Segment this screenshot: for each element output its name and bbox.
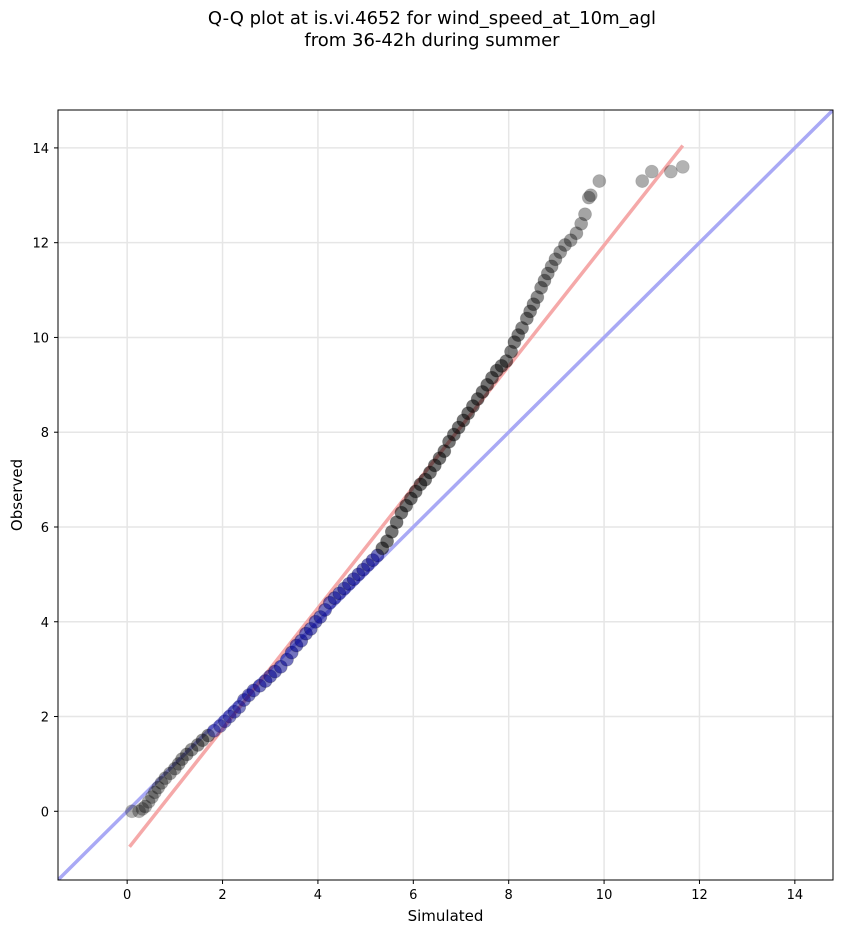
quantile-point	[141, 794, 156, 809]
quantile-point	[171, 757, 186, 771]
quantile-point	[635, 174, 650, 188]
quantile-point	[167, 761, 182, 776]
quantile-point	[578, 207, 592, 222]
x-tick-label: 0	[123, 888, 131, 903]
quantile-point	[534, 280, 549, 295]
quantile-point	[558, 238, 572, 252]
quantile-point	[218, 714, 232, 729]
x-tick-label: 2	[218, 888, 226, 903]
quantile-point	[507, 335, 522, 350]
quantile-point	[544, 259, 559, 274]
quantile-point	[553, 245, 568, 260]
quantile-point	[523, 304, 538, 319]
quantile-point	[548, 252, 563, 267]
quantile-point	[138, 799, 153, 814]
quantile-point	[526, 297, 541, 312]
chart-title: Q-Q plot at is.vi.4652 for wind_speed_at…	[0, 8, 842, 52]
quantile-point	[644, 164, 659, 179]
quantile-point	[574, 216, 589, 231]
y-axis-label: Observed	[8, 459, 26, 531]
quantile-point	[145, 790, 159, 804]
x-tick-label: 12	[691, 888, 708, 903]
y-tick-label: 4	[41, 616, 49, 631]
x-tick-label: 14	[787, 888, 804, 903]
quantile-point	[511, 328, 526, 342]
y-tick-label: 14	[32, 142, 49, 157]
quantile-point	[135, 802, 150, 816]
y-tick-label: 0	[41, 805, 49, 820]
quantile-point	[213, 719, 228, 733]
quantile-point	[222, 709, 237, 724]
quantile-point	[583, 188, 598, 203]
quantile-point	[132, 804, 146, 819]
plot-frame	[57, 109, 834, 881]
quantile-point	[179, 747, 194, 762]
quantile-point	[175, 752, 189, 767]
quantile-point	[147, 785, 162, 800]
y-tick-label: 2	[41, 711, 49, 726]
chart-title-line-1: Q-Q plot at is.vi.4652 for wind_speed_at…	[207, 8, 657, 29]
quantile-point	[563, 233, 578, 248]
quantile-point	[151, 780, 166, 795]
x-tick-label: 6	[409, 888, 417, 903]
x-tick-label: 8	[505, 888, 513, 903]
x-axis-label: Simulated	[408, 907, 484, 925]
quantile-point	[190, 738, 205, 752]
quantile-point	[675, 159, 690, 174]
chart-title-line-2: from 36-42h during summer	[304, 30, 560, 51]
x-tick-label: 10	[596, 888, 613, 903]
y-tick-label: 10	[32, 331, 49, 346]
quantile-point	[201, 728, 216, 743]
quantile-point	[540, 266, 555, 281]
quantile-point	[154, 775, 169, 790]
axis-ticks: 0 2 4 6 8 10 12 14 0 2 4 6 8 10 12 14	[32, 142, 803, 903]
quantile-point	[569, 226, 584, 241]
quantile-point	[515, 321, 529, 335]
quantile-point	[163, 766, 177, 781]
y-tick-label: 6	[41, 521, 49, 536]
quantile-point	[195, 733, 210, 748]
quantile-points	[125, 159, 690, 819]
y-tick-label: 12	[32, 237, 49, 252]
quantile-point	[530, 290, 545, 305]
quantile-point	[592, 174, 607, 188]
y-tick-label: 8	[41, 426, 49, 441]
grid	[58, 110, 833, 880]
quantile-point	[158, 771, 173, 786]
quantile-point	[581, 190, 596, 205]
quantile-point	[184, 742, 199, 757]
quantile-point	[537, 273, 552, 288]
x-tick-label: 4	[314, 888, 322, 903]
quantile-point	[125, 804, 139, 819]
quantile-point	[663, 164, 678, 179]
quantile-point	[519, 311, 534, 326]
quantile-point	[207, 723, 221, 738]
identity-line	[58, 110, 833, 880]
